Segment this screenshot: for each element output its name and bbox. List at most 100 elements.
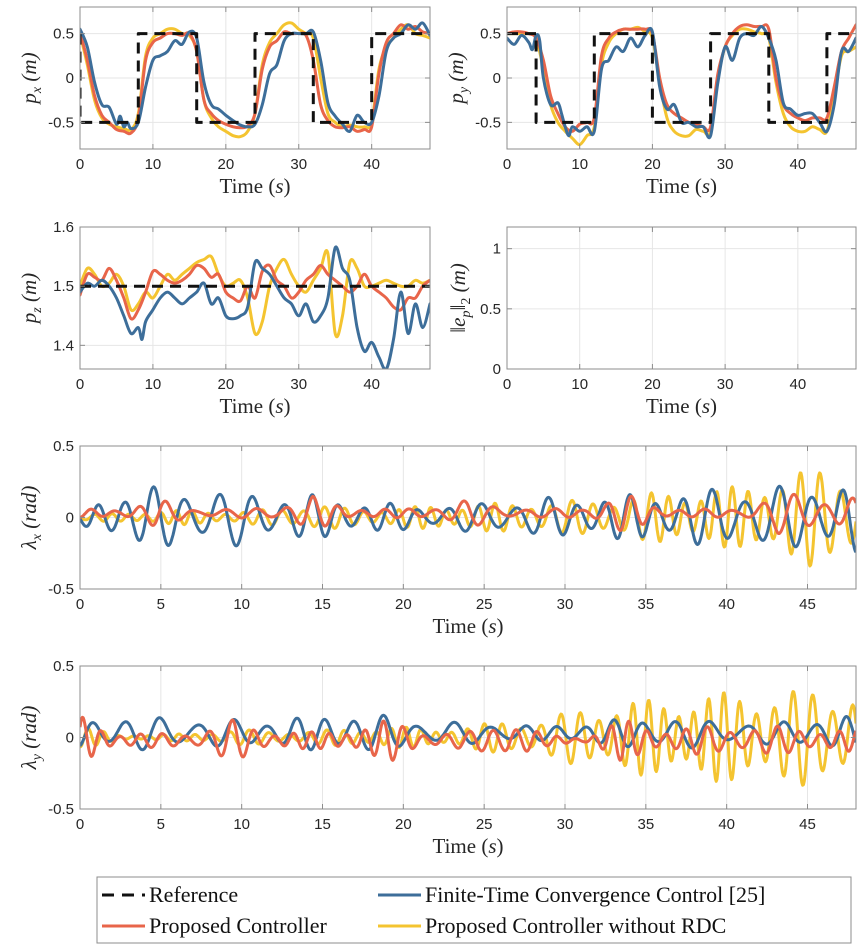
- axes-frame: [79, 226, 431, 370]
- y-tick-label: 1.5: [53, 278, 74, 295]
- x-tick-label: 30: [717, 156, 734, 173]
- legend-label: Proposed Controller: [149, 913, 327, 938]
- subplot-pz: 0 10 20 30 40 1.4 1.5 1.6 Time (s) pz (m): [17, 219, 431, 418]
- legend: Reference Finite-Time Convergence Control…: [96, 876, 852, 944]
- series-proposed-controller: [80, 715, 856, 762]
- series-finite-time-convergence-control-25: [80, 484, 856, 554]
- x-axis-label: Time (s): [432, 834, 503, 858]
- y-axis-label: λx (rad): [17, 486, 45, 551]
- y-tick-label: 0: [493, 361, 501, 378]
- y-axis-label: py (m): [444, 52, 472, 105]
- series-proposed-controller-without-rdc: [507, 25, 856, 147]
- plot-area-ly: [80, 690, 856, 787]
- x-tick-label: 45: [799, 816, 816, 833]
- plot-area-lx: [80, 471, 856, 568]
- series-proposed-controller: [80, 492, 856, 535]
- plot-area-px: [80, 21, 430, 139]
- x-tick-label: 40: [363, 376, 380, 393]
- x-tick-label: 0: [76, 816, 84, 833]
- y-tick-label: -0.5: [48, 114, 74, 131]
- x-tick-label: 15: [314, 816, 331, 833]
- x-tick-label: 10: [571, 156, 588, 173]
- legend-item-finite-time-convergence-control-25: Finite-Time Convergence Control [25]: [378, 882, 765, 907]
- subplot-px: 0 10 20 30 40 -0.5 0 0.5 Time (s) px (m): [17, 6, 431, 198]
- y-tick-label: -0.5: [475, 114, 501, 131]
- legend-label: Proposed Controller without RDC: [425, 913, 726, 938]
- y-tick-label: 1.4: [53, 337, 74, 354]
- x-tick-label: 40: [718, 596, 735, 613]
- legend-label: Finite-Time Convergence Control [25]: [425, 882, 765, 907]
- subplot-ep: 0 10 20 30 40 0 0.5 1 Time (s) ‖ep‖2 (m): [446, 226, 857, 418]
- y-tick-label: 0.5: [480, 301, 501, 318]
- x-tick-label: 20: [395, 596, 412, 613]
- y-tick-label: 0.5: [53, 26, 74, 43]
- y-axis-label: ‖ep‖2 (m): [446, 263, 474, 333]
- axes-frame: [506, 226, 857, 370]
- x-tick-label: 30: [557, 596, 574, 613]
- x-tick-label: 15: [314, 596, 331, 613]
- y-tick-label: 0.5: [53, 658, 74, 675]
- x-tick-label: 30: [290, 376, 307, 393]
- y-tick-label: 1.6: [53, 219, 74, 236]
- x-tick-label: 0: [503, 156, 511, 173]
- x-tick-label: 25: [476, 816, 493, 833]
- x-tick-label: 25: [476, 596, 493, 613]
- y-tick-label: -0.5: [48, 801, 74, 818]
- x-tick-label: 35: [637, 596, 654, 613]
- legend-item-reference: Reference: [102, 882, 238, 907]
- x-tick-label: 10: [233, 816, 250, 833]
- y-tick-label: 0: [66, 510, 74, 527]
- x-axis-label: Time (s): [219, 174, 290, 198]
- y-tick-label: 1: [493, 241, 501, 258]
- x-axis-label: Time (s): [219, 394, 290, 418]
- x-axis-label: Time (s): [432, 614, 503, 638]
- series-finite-time-convergence-control-25: [507, 25, 856, 140]
- x-tick-label: 40: [789, 156, 806, 173]
- x-tick-label: 0: [76, 156, 84, 173]
- y-tick-label: 0: [66, 730, 74, 747]
- legend-label: Reference: [149, 882, 238, 907]
- x-tick-label: 35: [637, 816, 654, 833]
- y-tick-label: -0.5: [48, 581, 74, 598]
- series-reference: [80, 32, 430, 124]
- x-tick-label: 45: [799, 596, 816, 613]
- x-tick-label: 0: [76, 376, 84, 393]
- x-tick-label: 30: [290, 156, 307, 173]
- x-tick-label: 5: [157, 816, 165, 833]
- x-tick-label: 20: [217, 376, 234, 393]
- x-axis-label: Time (s): [646, 174, 717, 198]
- x-tick-label: 10: [233, 596, 250, 613]
- x-axis-label: Time (s): [646, 394, 717, 418]
- x-tick-label: 30: [557, 816, 574, 833]
- x-tick-label: 20: [217, 156, 234, 173]
- x-tick-label: 20: [395, 816, 412, 833]
- x-tick-label: 40: [363, 156, 380, 173]
- series-finite-time-convergence-control-25: [80, 713, 856, 752]
- legend-item-proposed-controller-without-rdc: Proposed Controller without RDC: [378, 913, 726, 938]
- x-tick-label: 5: [157, 596, 165, 613]
- y-tick-label: 0: [66, 70, 74, 87]
- series-reference: [507, 32, 856, 124]
- legend-box: [96, 876, 852, 944]
- x-tick-label: 40: [718, 816, 735, 833]
- y-axis-label: λy (rad): [17, 706, 45, 771]
- plot-area-py: [507, 23, 856, 147]
- x-tick-label: 10: [145, 156, 162, 173]
- legend-item-proposed-controller: Proposed Controller: [102, 913, 327, 938]
- y-tick-label: 0: [493, 70, 501, 87]
- series-finite-time-convergence-control-25: [80, 21, 430, 133]
- plot-area-pz: [80, 245, 430, 369]
- x-tick-label: 0: [503, 376, 511, 393]
- series-proposed-controller-without-rdc: [80, 471, 856, 568]
- series-finite-time-convergence-control-25: [80, 245, 430, 369]
- x-tick-label: 40: [789, 376, 806, 393]
- y-tick-label: 0.5: [480, 26, 501, 43]
- subplot-py: 0 10 20 30 40 -0.5 0 0.5 Time (s) py (m): [444, 6, 857, 198]
- y-tick-label: 0.5: [53, 438, 74, 455]
- x-tick-label: 10: [145, 376, 162, 393]
- x-tick-label: 30: [717, 376, 734, 393]
- y-axis-label: pz (m): [17, 273, 45, 325]
